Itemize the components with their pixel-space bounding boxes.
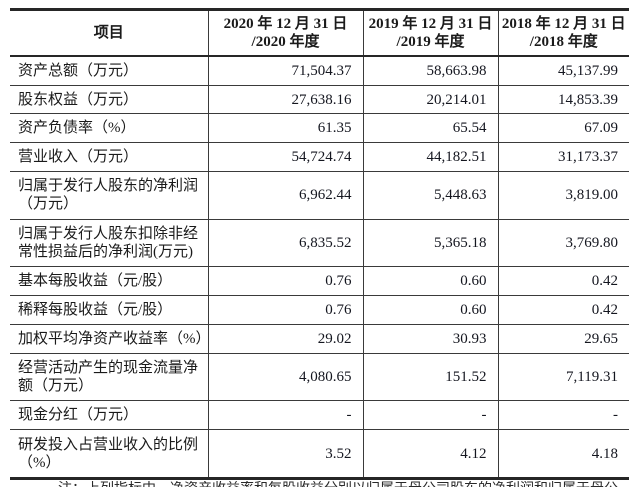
- header-period-column: 2018 年 12 月 31 日/2018 年度: [498, 10, 629, 57]
- value-cell: 6,962.44: [208, 171, 364, 220]
- table-row: 归属于发行人股东扣除非经常性损益后的净利润(万元) 6,835.52 5,365.1…: [10, 219, 629, 267]
- value-cell: 61.35: [208, 113, 364, 143]
- value-cell: 45,137.99: [558, 62, 618, 79]
- table-row: 研发投入占营业收入的比例（%） 3.52 4.12 4.18: [10, 429, 629, 479]
- header-line2: /2019 年度: [396, 34, 465, 50]
- table-body: 资产总额（万元） 71,504.37 58,663.98 45,137.99 股东权益（…: [10, 56, 629, 479]
- row-label: 基本每股收益（元/股）: [10, 266, 209, 296]
- value-cell: 44,182.51: [363, 142, 499, 172]
- table-row: 资产总额（万元） 71,504.37 58,663.98 45,137.99: [10, 56, 629, 86]
- value-cell: 3,819.00: [565, 187, 619, 204]
- header-line1: 2020 年 12 月 31 日: [223, 16, 348, 32]
- header-line2: /2020 年度: [251, 34, 320, 50]
- header-line1: 项目: [93, 25, 124, 41]
- row-label: 资产总额（万元）: [10, 56, 209, 86]
- value-cell: 31,173.37: [558, 148, 618, 165]
- table-row: 归属于发行人股东的净利润（万元） 6,962.44 5,448.63 3,819.00: [10, 171, 629, 220]
- table-row: 经营活动产生的现金流量净额（万元） 4,080.65 151.52 7,119.31: [10, 353, 629, 401]
- value-cell: 0.60: [363, 266, 499, 296]
- row-label: 归属于发行人股东扣除非经常性损益后的净利润(万元): [10, 219, 209, 267]
- header-period-column: 2020 年 12 月 31 日/2020 年度: [208, 9, 364, 56]
- financial-summary-table: 项目 2020 年 12 月 31 日/2020 年度 2019 年 12 月 31…: [10, 8, 629, 480]
- value-cell: 27,638.16: [208, 85, 364, 114]
- value-cell: 58,663.98: [363, 56, 499, 86]
- value-cell: 14,853.39: [558, 91, 618, 108]
- value-cell: 6,835.52: [208, 219, 364, 267]
- row-label: 加权平均净资产收益率（%）: [10, 324, 211, 353]
- row-label: 营业收入（万元）: [10, 142, 209, 172]
- value-cell: 3,769.80: [565, 235, 619, 252]
- header-line2: /2018 年度: [529, 34, 598, 50]
- table-row: 基本每股收益（元/股） 0.76 0.60 0.42: [10, 266, 629, 296]
- table-row: 稀释每股收益（元/股） 0.76 0.60 0.42: [10, 295, 629, 325]
- value-cell: 65.54: [363, 113, 499, 143]
- value-cell: -: [613, 407, 618, 424]
- value-cell: 71,504.37: [208, 56, 364, 86]
- value-cell: 0.76: [208, 266, 364, 296]
- value-cell: 5,365.18: [363, 219, 499, 267]
- row-label: 资产负债率（%）: [10, 113, 209, 143]
- value-cell: 4,080.65: [208, 353, 364, 401]
- value-cell: 54,724.74: [208, 142, 364, 172]
- value-cell: 5,448.63: [363, 171, 499, 220]
- row-label: 现金分红（万元）: [10, 400, 209, 430]
- value-cell: 0.76: [208, 295, 364, 325]
- header-line1: 2019 年 12 月 31 日: [368, 16, 493, 32]
- header-line1: 2018 年 12 月 31 日: [501, 16, 626, 32]
- row-label: 经营活动产生的现金流量净额（万元）: [10, 353, 209, 401]
- value-cell: 0.42: [591, 273, 618, 290]
- row-label: 股东权益（万元）: [10, 85, 209, 114]
- footnote-clipped: 注：上列指标中，净资产收益率和每股收益分别以归属于母公司股东的净利润和归属于母公…: [10, 481, 629, 487]
- value-cell: 29.02: [208, 324, 364, 353]
- value-cell: 67.09: [584, 120, 618, 137]
- header-row: 项目 2020 年 12 月 31 日/2020 年度 2019 年 12 月 31…: [10, 9, 629, 57]
- value-cell: -: [363, 400, 499, 430]
- table-row: 加权平均净资产收益率（%） 29.02 30.93 29.65: [10, 324, 629, 353]
- row-label: 研发投入占营业收入的比例（%）: [10, 429, 209, 479]
- header-period-column: 2019 年 12 月 31 日/2019 年度: [363, 9, 499, 56]
- value-cell: 151.52: [363, 353, 499, 401]
- table-row: 股东权益（万元） 27,638.16 20,214.01 14,853.39: [10, 85, 629, 114]
- value-cell: 7,119.31: [566, 368, 618, 385]
- row-label: 归属于发行人股东的净利润（万元）: [10, 171, 209, 220]
- value-cell: 4.12: [363, 429, 499, 479]
- value-cell: 0.42: [591, 301, 618, 318]
- header-item-column: 项目: [10, 9, 209, 56]
- value-cell: 29.65: [584, 330, 618, 347]
- table-row: 资产负债率（%） 61.35 65.54 67.09: [10, 113, 629, 143]
- row-label: 稀释每股收益（元/股）: [10, 295, 209, 325]
- value-cell: 20,214.01: [363, 85, 499, 114]
- value-cell: -: [208, 400, 364, 430]
- value-cell: 3.52: [208, 429, 364, 479]
- table-row: 营业收入（万元） 54,724.74 44,182.51 31,173.37: [10, 142, 629, 172]
- table-row: 现金分红（万元） - - -: [10, 400, 629, 430]
- value-cell: 0.60: [363, 295, 499, 325]
- value-cell: 30.93: [363, 324, 499, 353]
- value-cell: 4.18: [591, 445, 618, 462]
